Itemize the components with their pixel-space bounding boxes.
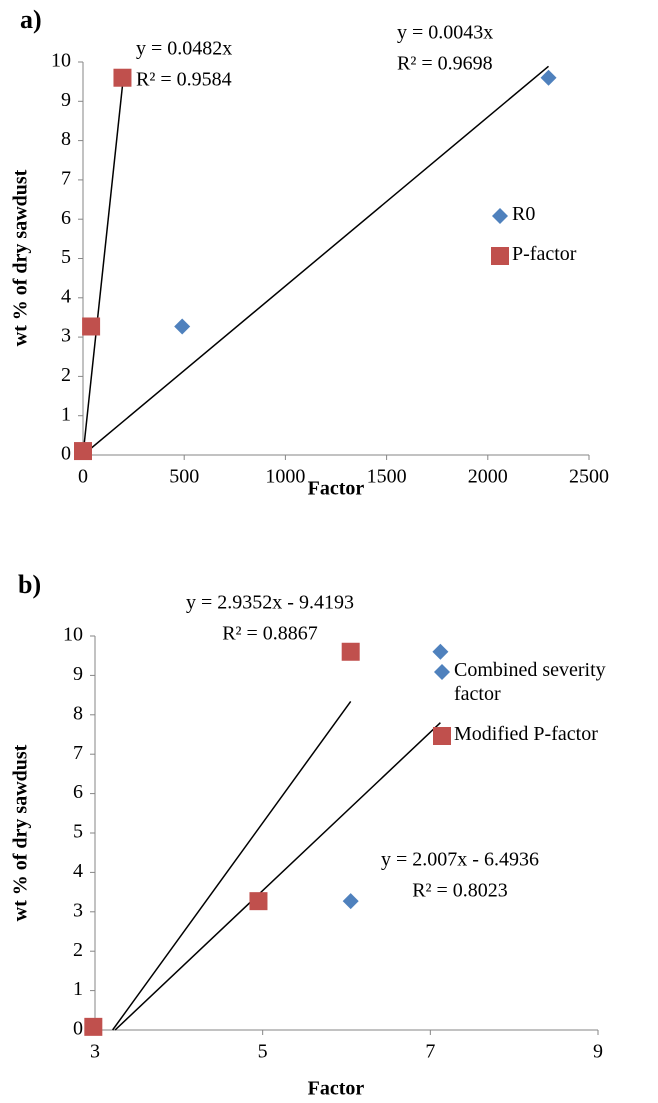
trendline [82, 76, 125, 456]
y-axis-title: wt % of dry sawdust [10, 744, 32, 921]
x-tick-label: 1000 [265, 466, 305, 488]
legend-entry: R0 [490, 202, 650, 226]
legend: R0 P-factor [490, 202, 650, 282]
x-tick-label: 2000 [468, 466, 508, 488]
trendline-equation: R² = 0.9584 [136, 69, 232, 91]
y-tick-label: 7 [73, 742, 83, 764]
data-point [342, 893, 359, 910]
y-tick-label: 7 [61, 167, 71, 189]
data-point [540, 69, 557, 86]
y-tick-label: 6 [73, 781, 83, 803]
legend-entry: Modified P-factor [432, 722, 657, 746]
x-tick-label: 5 [258, 1041, 268, 1063]
legend-label: P-factor [512, 243, 577, 265]
trendline-equation: y = 0.0043x [397, 22, 493, 44]
data-point [432, 643, 449, 660]
data-point [249, 892, 268, 911]
legend-marker-box [491, 247, 509, 265]
y-tick-label: 2 [73, 939, 83, 961]
trendline-equation: R² = 0.9698 [397, 53, 493, 75]
data-point [74, 442, 92, 461]
trendline-equation: R² = 0.8867 [222, 623, 318, 645]
legend: Combined severity factor Modified P-facto… [432, 658, 657, 762]
trendline-equation: R² = 0.8023 [412, 880, 508, 902]
legend-entry: P-factor [490, 242, 650, 266]
y-tick-label: 2 [61, 364, 71, 386]
x-tick-label: 9 [593, 1041, 603, 1063]
panel-label: a) [20, 5, 42, 34]
x-tick-label: 3 [90, 1041, 100, 1063]
x-tick-label: 0 [78, 466, 88, 488]
trendline-equation: y = 2.9352x - 9.4193 [186, 592, 354, 614]
legend-marker-box [434, 664, 450, 680]
x-tick-label: 7 [425, 1041, 435, 1063]
data-point [174, 318, 191, 335]
legend-label: Combined severity factor [454, 659, 606, 705]
panel-label: b) [18, 570, 41, 599]
y-tick-label: 4 [73, 860, 83, 882]
data-point [341, 642, 360, 661]
trendline [111, 700, 352, 1031]
y-tick-label: 5 [61, 246, 71, 268]
data-point [82, 317, 101, 336]
y-tick-label: 10 [63, 624, 83, 646]
legend-marker [434, 664, 450, 680]
legend-label: R0 [512, 203, 536, 225]
x-axis-title: Factor [308, 478, 365, 500]
data-point [113, 68, 132, 87]
y-axis-title: wt % of dry sawdust [10, 169, 32, 346]
x-tick-label: 500 [169, 466, 199, 488]
y-tick-label: 10 [51, 50, 71, 72]
data-point [84, 1017, 103, 1036]
trendline [82, 65, 550, 456]
legend-marker-box [433, 727, 451, 745]
trendline-equation: y = 2.007x - 6.4936 [381, 849, 539, 871]
y-tick-label: 9 [73, 663, 83, 685]
trendline [114, 722, 441, 1031]
y-tick-label: 0 [73, 1018, 83, 1040]
y-tick-label: 4 [61, 285, 71, 307]
y-tick-label: 3 [73, 899, 83, 921]
y-tick-label: 8 [73, 702, 83, 724]
y-tick-label: 6 [61, 207, 71, 229]
y-tick-label: 8 [61, 128, 71, 150]
y-tick-label: 9 [61, 89, 71, 111]
x-tick-label: 1500 [367, 466, 407, 488]
trendline-equation: y = 0.0482x [136, 38, 232, 60]
y-tick-label: 1 [73, 978, 83, 1000]
legend-marker [491, 247, 509, 265]
y-tick-label: 5 [73, 821, 83, 843]
legend-entry: Combined severity factor [432, 658, 657, 706]
y-tick-label: 3 [61, 325, 71, 347]
y-tick-label: 1 [61, 403, 71, 425]
y-tick-label: 0 [61, 443, 71, 465]
x-axis-title: Factor [308, 1078, 365, 1100]
x-tick-label: 2500 [569, 466, 609, 488]
legend-marker [492, 208, 508, 224]
legend-marker [433, 727, 451, 745]
legend-label: Modified P-factor [454, 723, 598, 745]
legend-marker-box [492, 208, 508, 224]
